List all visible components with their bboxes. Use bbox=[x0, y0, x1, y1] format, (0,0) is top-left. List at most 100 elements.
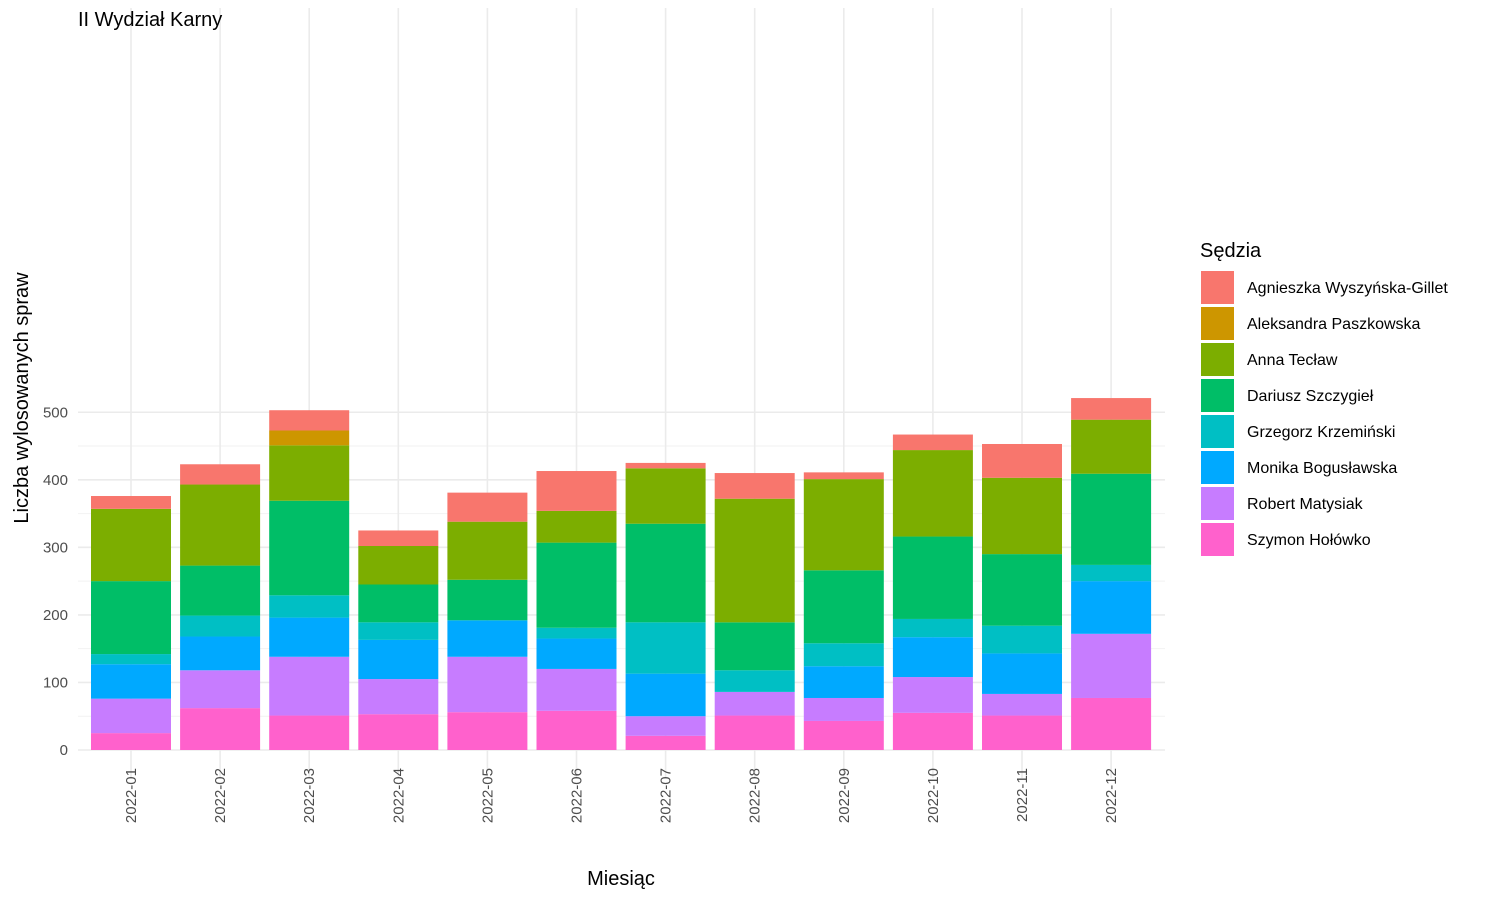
bar-segment bbox=[91, 664, 171, 699]
bar-segment bbox=[180, 484, 261, 566]
bar-segment bbox=[803, 479, 884, 571]
y-axis-title: Liczba wylosowanych spraw bbox=[11, 272, 33, 524]
x-tick-label: 2022-07 bbox=[658, 768, 675, 823]
bar-segment bbox=[269, 595, 350, 618]
x-tick-label: 2022-06 bbox=[569, 768, 586, 823]
bar-segment bbox=[447, 656, 528, 713]
bar-segment bbox=[892, 434, 973, 451]
bar-segment bbox=[982, 693, 1062, 716]
bar-segment bbox=[536, 668, 617, 711]
x-tick-label: 2022-02 bbox=[212, 768, 229, 823]
bars bbox=[91, 398, 1152, 750]
bar-segment bbox=[803, 472, 884, 480]
chart-title: II Wydział Karny bbox=[78, 9, 222, 31]
y-tick-label: 400 bbox=[43, 472, 68, 489]
bar-segment bbox=[180, 708, 261, 750]
x-tick-label: 2022-05 bbox=[479, 768, 496, 823]
legend-label: Aleksandra Paszkowska bbox=[1247, 316, 1421, 333]
bar-segment bbox=[625, 462, 706, 469]
bar-segment bbox=[982, 653, 1062, 694]
x-tick-label: 2022-04 bbox=[390, 768, 407, 823]
bar-segment bbox=[91, 733, 171, 750]
bar-segment bbox=[358, 714, 439, 750]
bar-segment bbox=[447, 492, 528, 522]
bar-segment bbox=[1071, 419, 1152, 474]
bar-segment bbox=[1071, 697, 1152, 750]
bar-segment bbox=[714, 622, 795, 671]
bar-segment bbox=[892, 712, 973, 750]
y-tick-label: 0 bbox=[60, 742, 68, 759]
bar-segment bbox=[803, 697, 884, 721]
bar-segment bbox=[536, 627, 617, 639]
bar-segment bbox=[625, 673, 706, 717]
bar-segment bbox=[982, 443, 1062, 478]
bar-segment bbox=[180, 565, 261, 616]
legend-items: Agnieszka Wyszyńska-Gillet Aleksandra Pas… bbox=[1201, 271, 1448, 556]
x-tick-label: 2022-11 bbox=[1014, 768, 1031, 822]
bar-segment bbox=[269, 715, 350, 750]
bar-segment bbox=[269, 617, 350, 657]
bar-segment bbox=[714, 691, 795, 716]
bar-segment bbox=[625, 622, 706, 674]
x-tick-label: 2022-01 bbox=[123, 768, 140, 823]
y-tick-label: 500 bbox=[43, 404, 68, 421]
bar-segment bbox=[536, 710, 617, 750]
bar-segment bbox=[180, 615, 261, 637]
x-tick-label: 2022-09 bbox=[836, 768, 853, 823]
bar-segment bbox=[892, 618, 973, 638]
legend-label: Grzegorz Krzemiński bbox=[1247, 424, 1395, 441]
bar-segment bbox=[180, 636, 261, 671]
x-tick-label: 2022-08 bbox=[747, 768, 764, 823]
bar-segment bbox=[803, 720, 884, 750]
y-axis-ticks: 0 100 200 300 400 500 bbox=[43, 404, 68, 759]
bar-segment bbox=[892, 536, 973, 619]
bar-segment bbox=[447, 579, 528, 621]
bar-segment bbox=[269, 500, 350, 596]
legend-label: Monika Bogusławska bbox=[1247, 460, 1397, 477]
bar-segment bbox=[1071, 581, 1152, 634]
legend-label: Anna Tecław bbox=[1247, 352, 1338, 369]
legend-label: Agnieszka Wyszyńska-Gillet bbox=[1247, 280, 1448, 297]
legend-swatch bbox=[1201, 451, 1234, 484]
bar-segment bbox=[625, 716, 706, 736]
bar-segment bbox=[358, 679, 439, 715]
bar-segment bbox=[982, 554, 1062, 626]
bar-segment bbox=[447, 521, 528, 580]
bar-segment bbox=[269, 430, 350, 446]
bar-segment bbox=[714, 670, 795, 692]
x-tick-label: 2022-12 bbox=[1103, 768, 1120, 823]
bar-segment bbox=[892, 677, 973, 713]
legend-swatch bbox=[1201, 415, 1234, 448]
bar-segment bbox=[91, 654, 171, 665]
bar-segment bbox=[625, 735, 706, 750]
legend-label: Szymon Hołówko bbox=[1247, 532, 1371, 549]
bar-segment bbox=[536, 471, 617, 511]
legend-label: Dariusz Szczygieł bbox=[1247, 388, 1374, 405]
bar-segment bbox=[91, 698, 171, 734]
bar-segment bbox=[91, 496, 171, 509]
bar-segment bbox=[358, 530, 439, 546]
bar-segment bbox=[1071, 398, 1152, 420]
bar-segment bbox=[625, 468, 706, 524]
x-axis-ticks: 2022-01 2022-02 2022-03 2022-04 2022-05 2022-… bbox=[123, 768, 1120, 823]
bar-segment bbox=[1071, 633, 1152, 698]
bar-segment bbox=[358, 584, 439, 623]
legend-swatch bbox=[1201, 379, 1234, 412]
bar-segment bbox=[892, 450, 973, 537]
legend-swatch bbox=[1201, 343, 1234, 376]
bar-segment bbox=[625, 523, 706, 623]
bar-segment bbox=[714, 715, 795, 750]
bar-segment bbox=[180, 464, 261, 485]
bar-segment bbox=[892, 637, 973, 678]
bar-segment bbox=[536, 542, 617, 628]
bar-segment bbox=[982, 625, 1062, 654]
bar-segment bbox=[91, 508, 171, 582]
bar-segment bbox=[269, 656, 350, 716]
y-tick-label: 200 bbox=[43, 607, 68, 624]
bar-segment bbox=[358, 639, 439, 680]
bar-segment bbox=[358, 622, 439, 640]
bar-segment bbox=[803, 666, 884, 698]
bar-segment bbox=[358, 545, 439, 585]
